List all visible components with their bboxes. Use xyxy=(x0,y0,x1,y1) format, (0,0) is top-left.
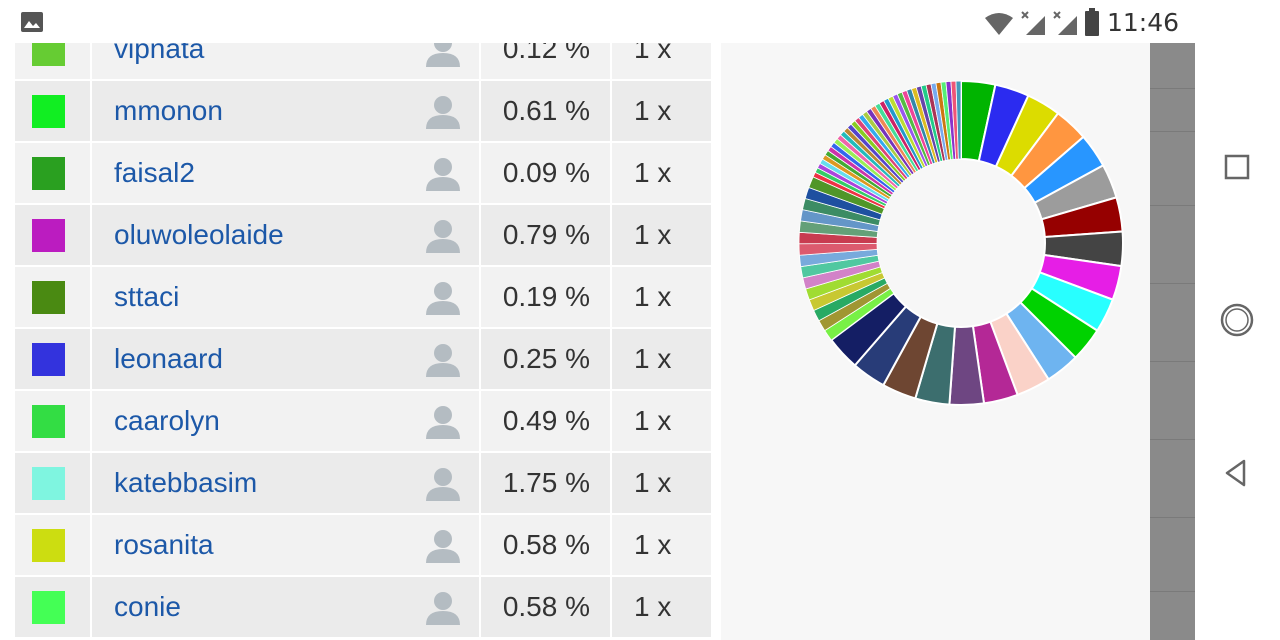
user-icon[interactable] xyxy=(425,343,461,377)
android-nav-bar xyxy=(1195,0,1280,640)
table-row: oluwoleolaide 0.79 % 1 x xyxy=(15,204,713,266)
user-icon[interactable] xyxy=(425,405,461,439)
percent-value: 0.79 % xyxy=(481,205,610,265)
users-table: vipnata 0.12 % 1 x mmonon 0.61 % 1 x xyxy=(15,43,713,638)
percent-value: 0.09 % xyxy=(481,143,610,203)
table-row: conie 0.58 % 1 x xyxy=(15,576,713,638)
status-icons xyxy=(984,8,1100,36)
recents-button[interactable] xyxy=(1217,147,1257,187)
user-icon[interactable] xyxy=(425,529,461,563)
count-value: 1 x xyxy=(612,577,711,637)
home-button[interactable] xyxy=(1217,300,1257,340)
color-swatch xyxy=(32,280,65,314)
gallery-icon xyxy=(21,12,43,32)
color-swatch xyxy=(32,342,65,376)
table-row: leonaard 0.25 % 1 x xyxy=(15,328,713,390)
signal-icon xyxy=(1053,11,1077,35)
status-time: 11:46 xyxy=(1106,8,1179,37)
count-value: 1 x xyxy=(612,515,711,575)
count-value: 1 x xyxy=(612,81,711,141)
user-name-link[interactable]: conie xyxy=(114,591,181,622)
signal-icon xyxy=(1021,11,1045,35)
table-row: caarolyn 0.49 % 1 x xyxy=(15,390,713,452)
user-icon[interactable] xyxy=(425,281,461,315)
battery-icon xyxy=(1085,8,1099,36)
status-bar: 11:46 xyxy=(0,0,1195,43)
count-value: 1 x xyxy=(612,43,711,79)
table-row: faisal2 0.09 % 1 x xyxy=(15,142,713,204)
back-button[interactable] xyxy=(1217,453,1257,493)
user-name-link[interactable]: rosanita xyxy=(114,529,214,560)
color-swatch xyxy=(32,43,65,66)
percent-value: 0.58 % xyxy=(481,577,610,637)
user-name-link[interactable]: leonaard xyxy=(114,343,223,374)
percent-value: 0.25 % xyxy=(481,329,610,389)
table-row: rosanita 0.58 % 1 x xyxy=(15,514,713,576)
user-icon[interactable] xyxy=(425,591,461,625)
color-swatch xyxy=(32,94,65,128)
count-value: 1 x xyxy=(612,391,711,451)
color-swatch xyxy=(32,404,65,438)
count-value: 1 x xyxy=(612,143,711,203)
percent-value: 0.58 % xyxy=(481,515,610,575)
donut-slice[interactable] xyxy=(955,80,962,160)
table-row: mmonon 0.61 % 1 x xyxy=(15,80,713,142)
user-name-link[interactable]: caarolyn xyxy=(114,405,220,436)
color-swatch xyxy=(32,590,65,624)
table-row: sttaci 0.19 % 1 x xyxy=(15,266,713,328)
color-swatch xyxy=(32,156,65,190)
page-side-strip xyxy=(1150,43,1195,640)
user-icon[interactable] xyxy=(425,219,461,253)
count-value: 1 x xyxy=(612,329,711,389)
table-row: vipnata 0.12 % 1 x xyxy=(15,43,713,80)
color-swatch xyxy=(32,218,65,252)
percent-value: 1.75 % xyxy=(481,453,610,513)
user-icon[interactable] xyxy=(425,467,461,501)
user-name-link[interactable]: sttaci xyxy=(114,281,180,312)
user-icon[interactable] xyxy=(425,95,461,129)
percent-value: 0.49 % xyxy=(481,391,610,451)
user-icon[interactable] xyxy=(425,157,461,191)
wifi-icon xyxy=(985,13,1013,35)
content-area: vipnata 0.12 % 1 x mmonon 0.61 % 1 x xyxy=(0,43,1150,640)
page: vipnata 0.12 % 1 x mmonon 0.61 % 1 x xyxy=(0,43,1195,640)
color-swatch xyxy=(32,528,65,562)
percent-value: 0.12 % xyxy=(481,43,610,79)
chart-panel xyxy=(721,43,1150,640)
user-name-link[interactable]: vipnata xyxy=(114,43,205,64)
user-name-link[interactable]: faisal2 xyxy=(114,157,195,188)
user-name-link[interactable]: oluwoleolaide xyxy=(114,219,284,250)
user-icon[interactable] xyxy=(425,43,461,67)
screen: 11:46 vipnata 0.12 % 1 x mmonon xyxy=(0,0,1195,640)
donut-chart xyxy=(798,79,1124,406)
count-value: 1 x xyxy=(612,453,711,513)
percent-value: 0.19 % xyxy=(481,267,610,327)
count-value: 1 x xyxy=(612,205,711,265)
percent-value: 0.61 % xyxy=(481,81,610,141)
user-name-link[interactable]: katebbasim xyxy=(114,467,258,498)
user-name-link[interactable]: mmonon xyxy=(114,95,223,126)
count-value: 1 x xyxy=(612,267,711,327)
color-swatch xyxy=(32,466,65,500)
table-row: katebbasim 1.75 % 1 x xyxy=(15,452,713,514)
